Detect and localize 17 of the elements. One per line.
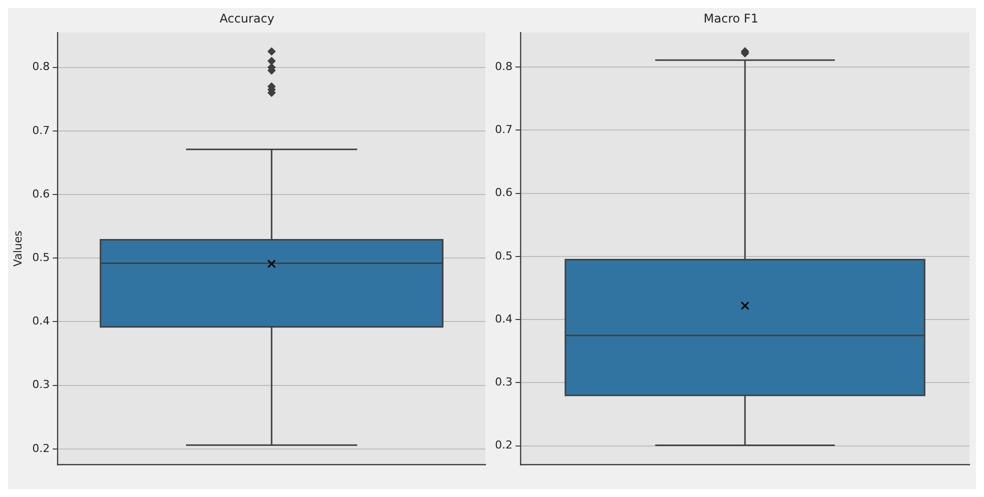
y-tick-label: 0.2 [494,438,512,452]
y-tick-label: 0.4 [494,312,512,326]
chart-title: Macro F1 [704,11,758,26]
y-tick-label: 0.3 [494,376,512,389]
y-tick-label: 0.8 [32,60,50,74]
y-tick-label: 0.6 [494,186,512,200]
y-axis-title: Values [11,230,24,267]
y-tick-label: 0.7 [32,124,50,137]
y-tick-label: 0.3 [32,378,50,392]
y-tick-label: 0.5 [494,249,512,262]
y-tick-label: 0.2 [32,442,50,455]
y-tick-label: 0.7 [494,123,512,136]
y-tick-label: 0.6 [32,187,50,200]
y-tick-label: 0.8 [494,60,512,73]
y-tick-label: 0.4 [32,314,50,328]
y-tick-label: 0.5 [32,251,50,264]
chart-title: Accuracy [220,11,274,26]
